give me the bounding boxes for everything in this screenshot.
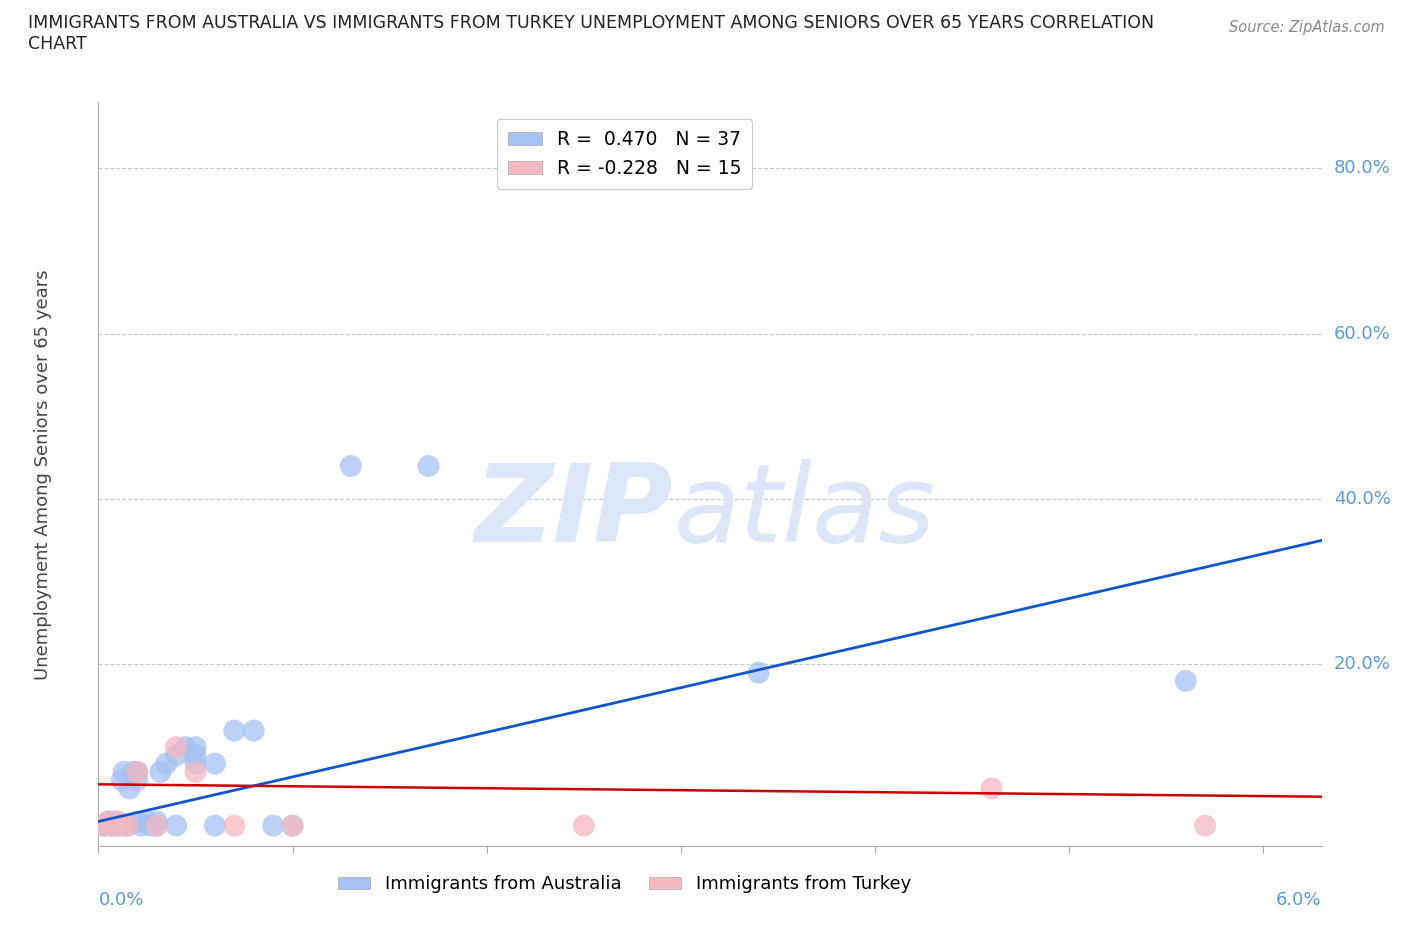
Point: [127, 814, 149, 829]
Point: [748, 665, 770, 680]
Point: [93, 818, 115, 833]
Text: 40.0%: 40.0%: [1334, 490, 1391, 508]
Point: [224, 724, 246, 738]
Point: [145, 818, 167, 833]
Point: [184, 764, 207, 779]
Point: [184, 748, 207, 763]
Point: [101, 818, 124, 833]
Point: [112, 764, 135, 779]
Point: [1194, 818, 1216, 833]
Point: [340, 458, 363, 473]
Point: [111, 818, 134, 833]
Point: [129, 818, 152, 833]
Point: [107, 816, 129, 830]
Point: [242, 724, 264, 738]
Point: [111, 773, 134, 788]
Point: [149, 764, 172, 779]
Text: IMMIGRANTS FROM AUSTRALIA VS IMMIGRANTS FROM TURKEY UNEMPLOYMENT AMONG SENIORS O: IMMIGRANTS FROM AUSTRALIA VS IMMIGRANTS …: [28, 14, 1154, 32]
Point: [103, 818, 125, 833]
Point: [127, 764, 149, 779]
Point: [122, 764, 145, 779]
Point: [980, 781, 1002, 796]
Point: [281, 818, 304, 833]
Point: [184, 756, 207, 771]
Text: Unemployment Among Seniors over 65 years: Unemployment Among Seniors over 65 years: [34, 269, 52, 680]
Point: [117, 818, 139, 833]
Text: 6.0%: 6.0%: [1277, 891, 1322, 909]
Point: [127, 773, 149, 788]
Point: [103, 814, 125, 829]
Text: 80.0%: 80.0%: [1334, 159, 1391, 178]
Point: [136, 814, 159, 829]
Point: [93, 818, 115, 833]
Point: [155, 756, 177, 771]
Point: [165, 739, 187, 754]
Point: [204, 818, 226, 833]
Text: atlas: atlas: [673, 459, 935, 564]
Point: [281, 818, 304, 833]
Point: [572, 818, 595, 833]
Point: [174, 739, 197, 754]
Point: [97, 814, 120, 829]
Point: [127, 764, 149, 779]
Legend: Immigrants from Australia, Immigrants from Turkey: Immigrants from Australia, Immigrants fr…: [330, 868, 918, 900]
Point: [97, 814, 120, 829]
Text: CHART: CHART: [28, 35, 87, 53]
Point: [165, 818, 187, 833]
Point: [1174, 673, 1197, 688]
Text: ZIP: ZIP: [475, 458, 673, 565]
Point: [107, 818, 129, 833]
Point: [117, 818, 139, 833]
Point: [262, 818, 284, 833]
Text: 0.0%: 0.0%: [98, 891, 143, 909]
Text: 60.0%: 60.0%: [1334, 325, 1391, 343]
Point: [224, 818, 246, 833]
Point: [139, 818, 162, 833]
Point: [165, 748, 187, 763]
Text: Source: ZipAtlas.com: Source: ZipAtlas.com: [1229, 20, 1385, 35]
Point: [184, 739, 207, 754]
Point: [145, 814, 167, 829]
Point: [107, 814, 129, 829]
Point: [418, 458, 440, 473]
Point: [145, 818, 167, 833]
Point: [118, 781, 141, 796]
Point: [204, 756, 226, 771]
Text: 20.0%: 20.0%: [1334, 656, 1391, 673]
